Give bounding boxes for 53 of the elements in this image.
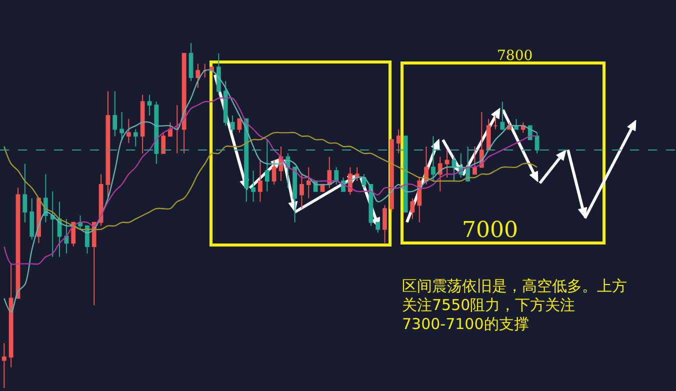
candlestick [112,90,118,137]
candlestick [258,160,262,202]
candlestick [196,63,200,88]
candlestick [50,190,55,258]
candlestick [500,101,505,130]
candlestick [237,118,242,134]
candlestick [30,198,34,240]
candlestick [120,112,124,140]
candlestick [438,156,442,192]
candlestick [8,263,14,368]
annotation: 7000 [462,218,518,243]
candlestick [300,174,304,210]
candlestick [161,132,166,154]
candlestick [22,163,28,223]
candlestick [264,139,270,192]
candlestick [251,170,256,202]
candlestick [472,146,477,175]
annotation: 7800 [497,48,533,64]
candlestick [354,166,360,182]
annotation: 关注7550阻力，下方关注 [402,296,576,314]
candlestick [182,52,186,154]
candlestick [292,166,298,223]
candlestick [444,149,450,178]
candlestick [57,201,62,258]
candlestick [417,177,422,223]
candlestick [334,166,339,185]
candlestick [188,42,194,82]
candlestick [410,198,415,220]
candlestick [230,114,235,134]
candlestick [396,128,401,154]
candlestick [106,90,110,199]
candlestick [216,52,221,96]
candlestick [424,146,428,185]
candlestick [64,218,69,254]
candlestick [126,118,131,144]
candlestick [147,94,152,116]
candlestick [376,222,380,234]
annotation: 7300-7100的支撑 [402,315,529,333]
annotation: 区间震荡依旧是，高空低多。上方 [402,277,627,295]
candlestick [168,122,172,137]
candlestick [327,156,332,188]
candlestick [306,166,311,199]
candlestick [223,80,228,126]
candlestick [78,215,82,230]
candlestick [2,342,6,388]
candlestick [382,204,387,244]
candlestick [133,128,138,147]
candlestick [514,118,518,130]
candlestick [272,160,276,185]
candlestick [390,139,394,213]
candlestick [493,114,498,130]
candlestick [486,118,491,150]
candlestick [140,94,145,154]
